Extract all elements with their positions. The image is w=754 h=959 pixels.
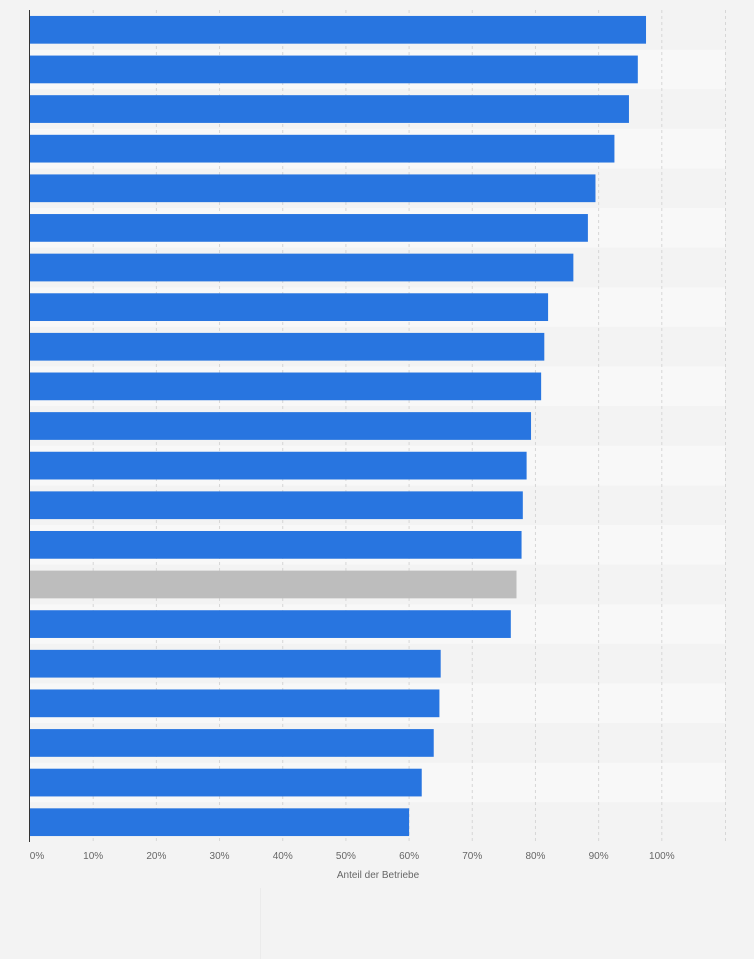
x-tick-label: 20% [146,851,166,862]
bars [30,15,647,837]
x-tick-label: 100% [649,851,675,862]
bar[interactable] [30,55,638,84]
bar[interactable] [30,15,647,44]
x-tick-label: 70% [462,851,482,862]
bar[interactable] [30,808,410,837]
bar[interactable] [30,610,511,638]
x-tick-label: 50% [336,851,356,862]
bar[interactable] [30,95,629,123]
bar[interactable] [30,332,545,361]
x-tick-label: 0% [30,851,45,862]
bar[interactable] [30,649,441,678]
bar[interactable] [30,372,542,401]
bar-chart: 0% 10% 20% 30% 40% 50% 60% 70% 80% 90% 100% Anteil… [29,10,726,881]
footer-area [0,888,754,959]
x-axis-title: Anteil der Betriebe [337,870,420,881]
footer-divider [260,888,261,959]
bar[interactable] [30,412,532,440]
bar[interactable] [30,530,522,559]
x-tick-label: 10% [83,851,103,862]
x-tick-label: 80% [525,851,545,862]
bar[interactable] [30,214,588,242]
bar[interactable] [30,451,527,480]
bar[interactable] [30,768,422,797]
x-tick-label: 90% [589,851,609,862]
bar[interactable] [30,174,596,203]
bar[interactable] [30,689,440,718]
x-tick-labels: 0% 10% 20% 30% 40% 50% 60% 70% 80% 90% 100% [30,851,675,862]
x-tick-label: 60% [399,851,419,862]
bar[interactable] [30,491,523,520]
bar[interactable] [30,253,574,282]
bar[interactable] [30,293,549,322]
x-tick-label: 30% [210,851,230,862]
bar[interactable] [30,729,434,757]
bar[interactable] [30,134,615,163]
x-tick-label: 40% [273,851,293,862]
bar[interactable] [30,570,517,599]
